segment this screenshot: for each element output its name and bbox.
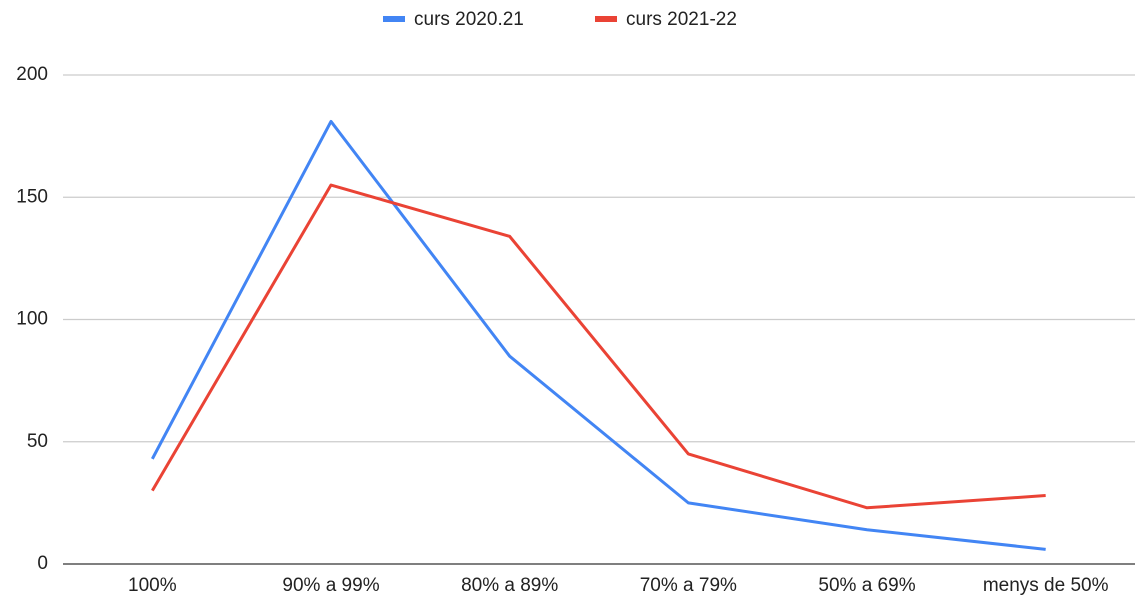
legend-label: curs 2021-22	[626, 9, 737, 30]
x-tick-label: 70% a 79%	[640, 575, 737, 596]
legend-swatch	[383, 16, 405, 22]
y-tick-label: 0	[37, 553, 48, 574]
legend-swatch	[595, 16, 617, 22]
y-tick-label: 200	[16, 64, 48, 85]
x-tick-label: 90% a 99%	[282, 575, 379, 596]
series-line	[151, 183, 1046, 510]
y-tick-label: 150	[16, 186, 48, 207]
x-tick-label: menys de 50%	[983, 575, 1109, 596]
y-tick-label: 50	[27, 431, 48, 452]
x-tick-label: 100%	[128, 575, 177, 596]
x-tick-label: 50% a 69%	[818, 575, 915, 596]
series-line	[151, 119, 1046, 551]
legend-label: curs 2020.21	[414, 9, 524, 30]
y-tick-label: 100	[16, 309, 48, 330]
x-tick-label: 80% a 89%	[461, 575, 558, 596]
